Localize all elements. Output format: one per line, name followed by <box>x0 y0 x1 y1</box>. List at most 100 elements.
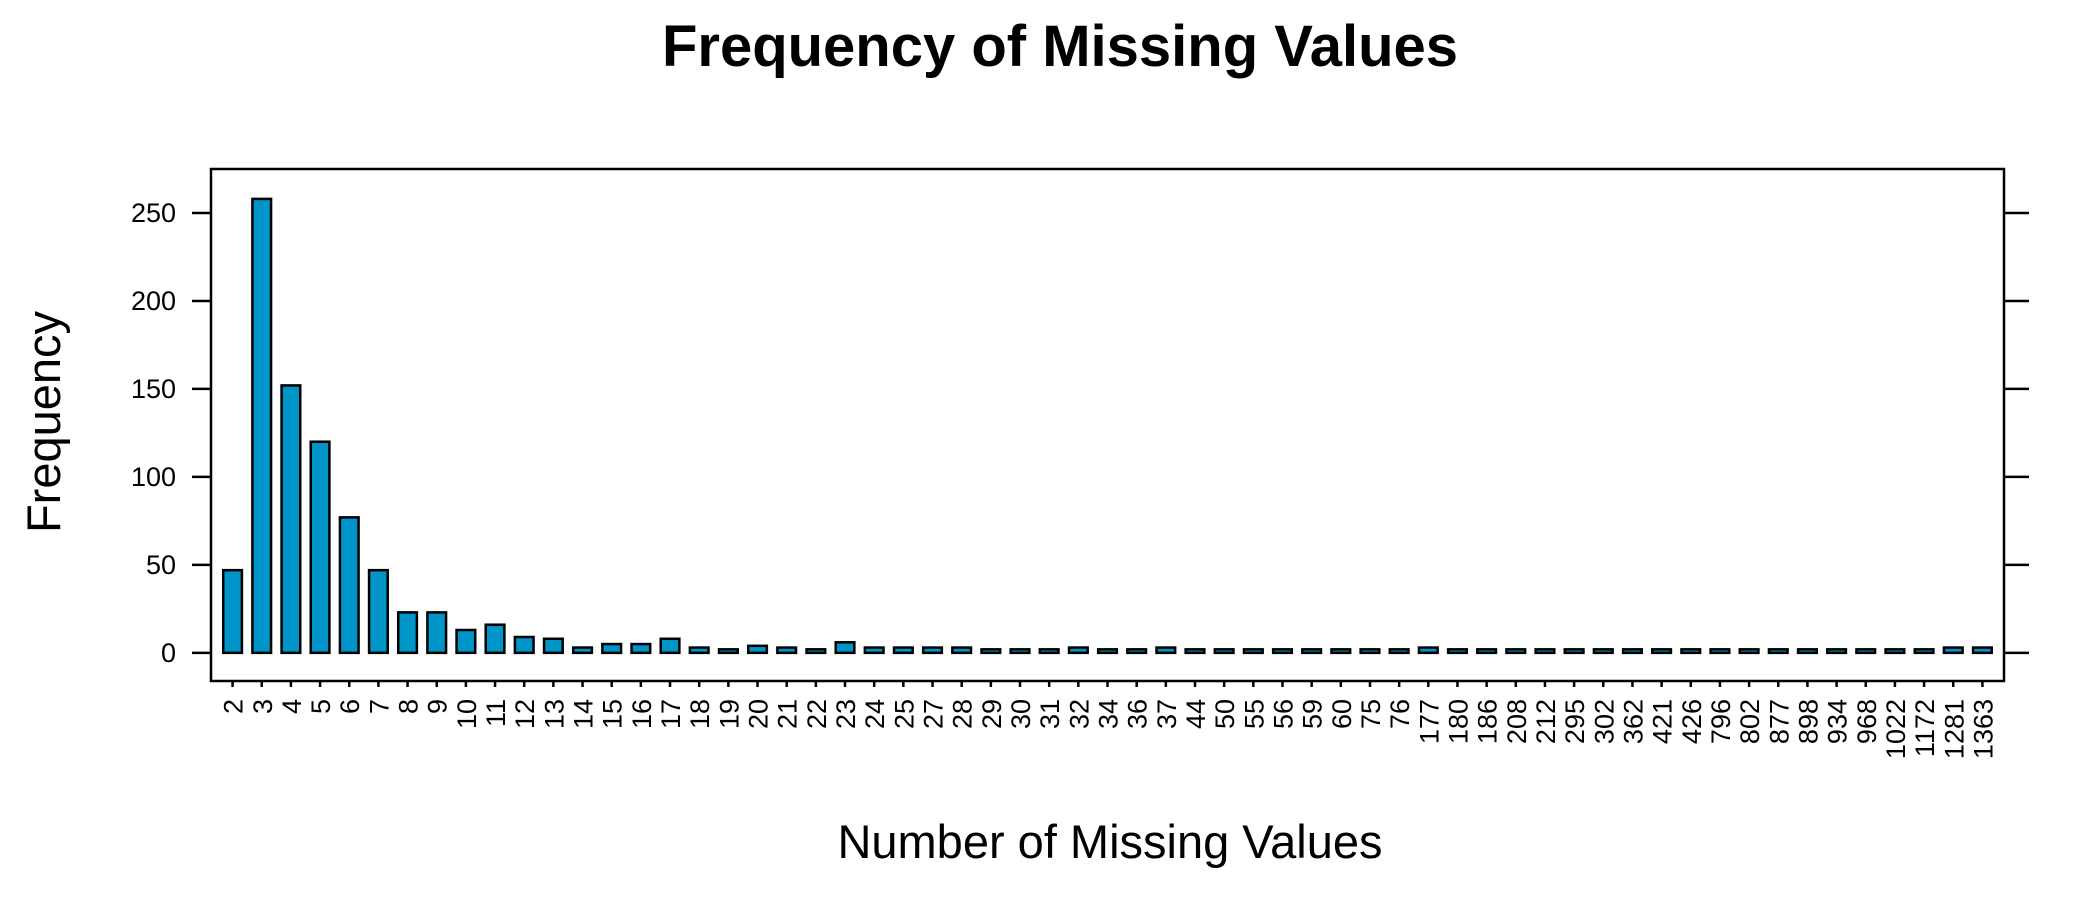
bar-27 <box>921 646 944 655</box>
bar-6 <box>338 516 360 655</box>
x-tick-label: 4 <box>277 699 307 714</box>
bar-23 <box>834 641 856 655</box>
x-tick-label: 802 <box>1735 699 1765 744</box>
x-tick-label: 426 <box>1677 699 1707 744</box>
x-tick-label: 177 <box>1414 699 1444 744</box>
x-tick-label: 796 <box>1706 699 1736 744</box>
x-tick-label: 56 <box>1268 699 1298 729</box>
x-tick-label: 19 <box>714 699 744 729</box>
bar-19 <box>717 648 739 655</box>
x-tick-label: 75 <box>1356 699 1386 729</box>
bar-21 <box>776 646 798 655</box>
bar-1281 <box>1942 646 1964 655</box>
bar-802 <box>1738 648 1760 655</box>
x-tick-label: 20 <box>744 699 774 729</box>
x-tick-label: 28 <box>948 699 978 729</box>
bar-5 <box>309 440 331 655</box>
x-tick-label: 32 <box>1064 699 1094 729</box>
bar-1022 <box>1884 648 1906 655</box>
x-tick-label: 1281 <box>1939 699 1969 759</box>
bar-37 <box>1155 646 1177 655</box>
y-tick-label: 0 <box>161 638 176 668</box>
x-tick-label: 12 <box>510 699 540 729</box>
x-tick-label: 7 <box>364 699 394 714</box>
x-tick-label: 44 <box>1181 699 1211 729</box>
chart-title: Frequency of Missing Values <box>662 14 1458 79</box>
bar-877 <box>1767 648 1789 655</box>
x-tick-label: 2 <box>219 699 249 714</box>
bar-898 <box>1796 648 1819 655</box>
bar-25 <box>892 646 914 655</box>
bar-208 <box>1505 648 1527 655</box>
x-tick-label: 60 <box>1327 699 1357 729</box>
bar-50 <box>1213 648 1235 655</box>
x-tick-label: 27 <box>919 699 949 729</box>
y-axis: 0 50 100 150 200 250 <box>131 198 2029 668</box>
x-tick-label: 55 <box>1239 699 1269 729</box>
bar-32 <box>1067 646 1089 655</box>
y-tick-label: 250 <box>131 198 176 228</box>
x-tick-label: 421 <box>1648 699 1678 744</box>
x-tick-label: 30 <box>1006 699 1036 729</box>
bar-8 <box>396 611 419 655</box>
x-tick-label: 24 <box>860 699 890 729</box>
x-axis-title: Number of Missing Values <box>837 815 1382 868</box>
bar-421 <box>1651 648 1673 655</box>
bar-180 <box>1446 648 1469 655</box>
x-tick-label: 11 <box>481 699 511 727</box>
x-tick-label: 8 <box>394 699 424 714</box>
x-tick-label: 180 <box>1443 699 1473 744</box>
x-tick-label: 21 <box>773 699 803 729</box>
x-tick-label: 18 <box>685 699 715 729</box>
y-tick-label: 50 <box>146 550 176 580</box>
x-tick-label: 14 <box>569 699 599 729</box>
x-tick-label: 9 <box>423 699 453 714</box>
x-tick-label: 13 <box>539 699 569 729</box>
bar-12 <box>513 635 535 655</box>
x-tick-label: 17 <box>656 699 686 729</box>
bar-302 <box>1592 648 1614 655</box>
x-tick-label: 362 <box>1618 699 1648 744</box>
bar-362 <box>1621 648 1644 655</box>
bar-29 <box>980 648 1002 655</box>
x-tick-label: 898 <box>1793 699 1823 744</box>
bar-36 <box>1126 648 1148 655</box>
bar-13 <box>542 637 564 655</box>
x-tick-label: 29 <box>977 699 1007 729</box>
x-tick-label: 208 <box>1502 699 1532 744</box>
x-tick-label: 22 <box>802 699 832 729</box>
x-tick-label: 34 <box>1094 699 1124 729</box>
bar-212 <box>1534 648 1556 655</box>
y-tick-label: 100 <box>131 462 176 492</box>
bar-44 <box>1184 648 1206 655</box>
x-tick-label: 1363 <box>1968 699 1998 759</box>
x-tick-label: 15 <box>598 699 628 729</box>
bar-1363 <box>1971 646 1993 655</box>
y-tick-label: 200 <box>131 286 176 316</box>
x-tick-label: 6 <box>335 699 365 714</box>
plot-area <box>209 167 2006 683</box>
bar-14 <box>571 646 594 655</box>
bar-796 <box>1709 648 1731 655</box>
x-tick-label: 295 <box>1560 699 1590 744</box>
bar-59 <box>1301 648 1323 655</box>
bar-9 <box>426 611 448 655</box>
bar-295 <box>1563 648 1585 655</box>
plot-frame <box>209 167 2006 683</box>
bar-22 <box>805 648 827 655</box>
bars <box>222 197 1993 655</box>
bar-426 <box>1680 648 1702 655</box>
y-tick-label: 150 <box>131 374 176 404</box>
x-tick-label: 5 <box>306 699 336 714</box>
bar-60 <box>1330 648 1352 655</box>
bar-76 <box>1388 648 1410 655</box>
bar-20 <box>746 644 769 655</box>
x-tick-label: 25 <box>889 699 919 729</box>
bar-18 <box>688 646 710 655</box>
x-tick-label: 1022 <box>1881 699 1911 759</box>
bar-4 <box>280 384 302 655</box>
bar-16 <box>630 642 652 655</box>
x-tick-label: 37 <box>1152 699 1182 729</box>
